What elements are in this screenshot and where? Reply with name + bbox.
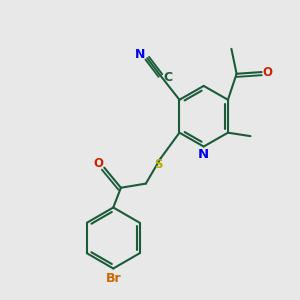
Text: S: S <box>154 158 163 171</box>
Text: O: O <box>93 157 103 170</box>
Text: N: N <box>198 148 209 161</box>
Text: Br: Br <box>106 272 121 285</box>
Text: N: N <box>135 48 146 61</box>
Text: O: O <box>262 66 272 79</box>
Text: C: C <box>164 71 172 84</box>
